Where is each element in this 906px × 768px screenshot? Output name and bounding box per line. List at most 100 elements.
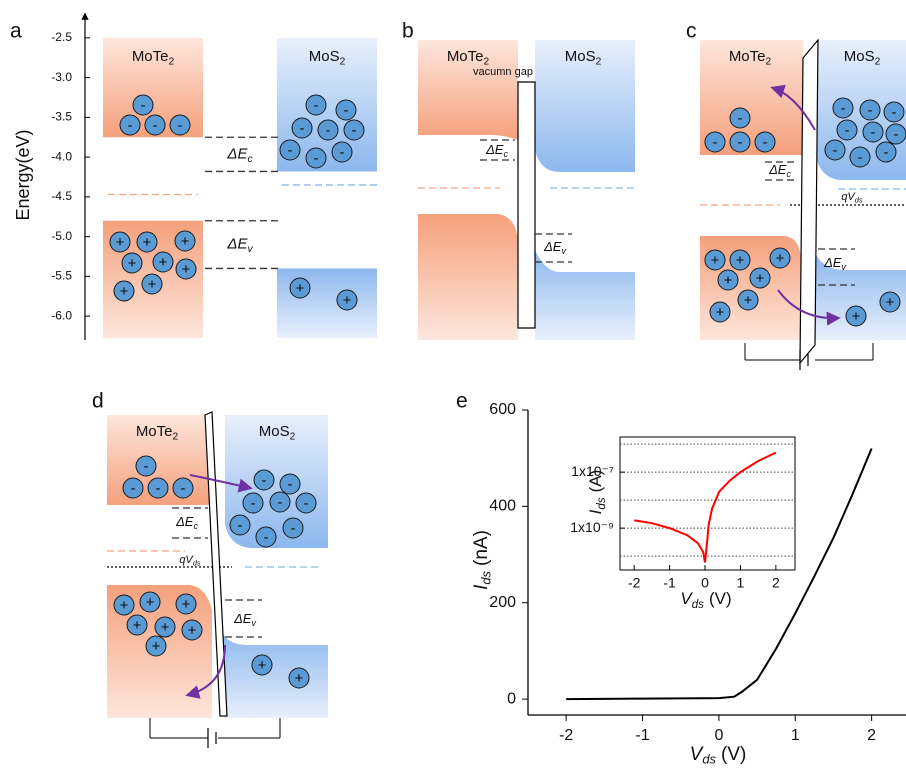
label-subscript: v — [251, 618, 256, 628]
y-tick-label: -5.5 — [51, 269, 72, 283]
bias-label: qVds — [179, 554, 201, 567]
delta-ec: ΔEc — [175, 514, 198, 531]
x-tick-label: 1 — [737, 575, 745, 591]
electron-sign: - — [178, 117, 183, 134]
electron-sign: - — [868, 102, 873, 119]
label-main: ΔE — [543, 239, 562, 254]
y-tick-label: 200 — [489, 594, 516, 611]
hole-sign: + — [296, 280, 305, 297]
electron-sign: - — [340, 144, 345, 161]
electron-sign: - — [884, 144, 889, 161]
hole-sign: + — [133, 617, 142, 634]
label-main: ΔE — [226, 236, 248, 253]
electron-sign: - — [841, 100, 846, 117]
hole-sign: + — [181, 233, 190, 250]
electron-sign: - — [131, 480, 136, 497]
delta-ev: ΔEv — [233, 611, 256, 628]
y-axis-title: Ids(A) — [586, 470, 608, 515]
electron-sign: - — [352, 122, 357, 139]
label-subscript: c — [247, 154, 252, 165]
delta-ev: ΔEv — [543, 239, 566, 256]
label-subscript: c — [786, 169, 791, 179]
hole-sign: + — [182, 596, 191, 613]
label-subscript: 2 — [340, 56, 346, 67]
label-subscript: v — [841, 262, 846, 272]
electron-sign: - — [858, 149, 863, 166]
x-tick-label: 2 — [867, 727, 876, 744]
electron-sign: - — [288, 142, 293, 159]
material-name: MoTe2 — [729, 48, 772, 67]
label-main: MoS — [309, 48, 340, 65]
label-subscript: 2 — [596, 56, 602, 67]
label-main: ΔE — [226, 145, 248, 162]
gap-label: vacumn gap — [473, 66, 533, 78]
material-name: MoTe2 — [132, 48, 175, 67]
y-tick-label: -4.5 — [51, 189, 72, 203]
electron-sign: - — [278, 494, 283, 511]
valence-band — [277, 268, 377, 338]
band — [535, 250, 635, 340]
x-axis-title: Vds(V) — [680, 589, 731, 611]
electron-sign: - — [713, 134, 718, 151]
hole-sign: + — [711, 252, 720, 269]
electron-sign: - — [344, 102, 349, 119]
hole-sign: + — [716, 304, 725, 321]
label-subscript: ds — [193, 558, 201, 567]
hole-sign: + — [143, 234, 152, 251]
electron-sign: - — [291, 520, 296, 537]
hole-sign: + — [159, 254, 168, 271]
hole-sign: + — [744, 292, 753, 309]
delta-ev: ΔEv — [823, 255, 846, 272]
electron-sign: - — [738, 134, 743, 151]
label-main: ΔE — [768, 162, 787, 177]
label-subscript: ds — [692, 599, 704, 611]
label-main: ΔE — [175, 514, 194, 529]
label-subscript: 2 — [290, 431, 296, 442]
electron-sign: - — [141, 97, 146, 114]
electron-sign: - — [845, 122, 850, 139]
hole-sign: + — [886, 294, 895, 311]
label-subscript: ds — [702, 752, 716, 767]
x-tick-label: 2 — [772, 575, 780, 591]
figure: a-2.5-3.0-3.5-4.0-4.5-5.0-5.5-6.0Energy(… — [0, 0, 906, 768]
electron-sign: - — [262, 472, 267, 489]
electron-sign: - — [833, 142, 838, 159]
label-subscript: 2 — [173, 431, 179, 442]
label-main: ΔE — [485, 142, 504, 157]
electron-sign: - — [156, 480, 161, 497]
panel-label: b — [402, 20, 414, 43]
electron-sign: - — [763, 134, 768, 151]
hole-sign: + — [161, 619, 170, 636]
label-main: ΔE — [823, 255, 842, 270]
electron-sign: - — [181, 480, 186, 497]
y-tick-label: 400 — [489, 498, 516, 515]
delta-ec: ΔEc — [485, 142, 508, 159]
hole-sign: + — [188, 622, 197, 639]
label-subscript: ds — [855, 195, 863, 204]
x-tick-label: 1 — [791, 727, 800, 744]
label-main: MoTe — [136, 423, 173, 440]
delta-ec: ΔEc — [768, 162, 791, 179]
label-unit: (V) — [721, 744, 746, 765]
hole-sign: + — [128, 255, 137, 272]
bias-label: qVds — [841, 191, 863, 204]
hole-sign: + — [146, 594, 155, 611]
hole-sign: + — [736, 252, 745, 269]
label-unit: (A) — [586, 470, 605, 493]
y-tick-label: 0 — [507, 690, 516, 707]
label-subscript: 2 — [169, 56, 175, 67]
y-tick-label: -3.0 — [51, 70, 72, 84]
label-main: ΔE — [233, 611, 252, 626]
hole-sign: + — [724, 272, 733, 289]
x-tick-label: -2 — [559, 727, 573, 744]
electron-sign: - — [251, 495, 256, 512]
delta-ev: ΔEv — [226, 236, 253, 255]
electron-sign: - — [153, 117, 158, 134]
x-tick-label: -2 — [628, 575, 641, 591]
label-unit: (V) — [709, 589, 732, 608]
label-main: MoTe — [729, 48, 766, 65]
electron-sign: - — [894, 126, 899, 143]
panel-label: c — [686, 20, 697, 43]
hole-sign: + — [852, 308, 861, 325]
hole-sign: + — [148, 276, 157, 293]
